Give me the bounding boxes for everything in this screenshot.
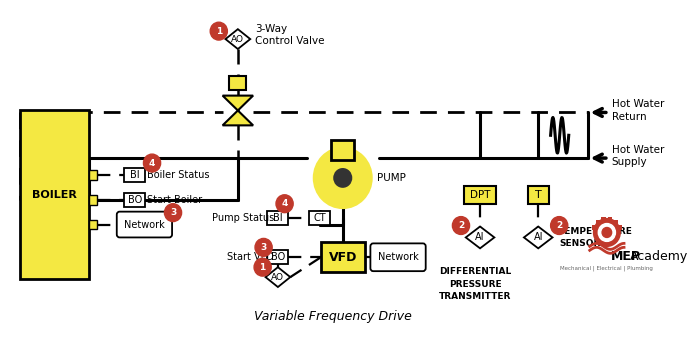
Text: DPT: DPT (470, 190, 490, 200)
FancyBboxPatch shape (267, 250, 288, 264)
Text: AI: AI (475, 233, 485, 242)
FancyBboxPatch shape (20, 111, 89, 279)
Text: Start VFD: Start VFD (227, 252, 274, 262)
Text: Hot Water
Supply: Hot Water Supply (612, 145, 664, 167)
FancyBboxPatch shape (89, 220, 97, 230)
Text: 2: 2 (556, 221, 562, 230)
Polygon shape (466, 226, 494, 248)
FancyBboxPatch shape (370, 243, 426, 271)
Text: BO: BO (271, 252, 285, 262)
Text: Variable Frequency Drive: Variable Frequency Drive (254, 310, 412, 323)
Circle shape (602, 227, 612, 237)
Text: 4: 4 (149, 159, 155, 168)
FancyBboxPatch shape (596, 220, 601, 225)
Text: Academy: Academy (630, 250, 688, 263)
Circle shape (164, 204, 182, 222)
Text: 2: 2 (458, 221, 464, 230)
Polygon shape (226, 29, 251, 49)
Polygon shape (223, 96, 253, 111)
Text: PUMP: PUMP (377, 173, 406, 183)
Text: 4: 4 (281, 199, 287, 208)
Circle shape (551, 217, 568, 235)
FancyBboxPatch shape (321, 242, 365, 272)
Text: 3: 3 (170, 208, 176, 217)
Text: Boiler Status: Boiler Status (148, 170, 209, 180)
Circle shape (255, 238, 272, 256)
Polygon shape (524, 226, 553, 248)
Text: AO: AO (231, 34, 244, 44)
Text: BI: BI (273, 213, 283, 223)
FancyBboxPatch shape (229, 76, 246, 90)
FancyBboxPatch shape (117, 212, 172, 237)
Circle shape (210, 22, 228, 40)
FancyBboxPatch shape (125, 168, 145, 182)
Text: Start Boiler: Start Boiler (148, 195, 203, 205)
Text: 1: 1 (260, 263, 266, 272)
FancyBboxPatch shape (464, 186, 496, 204)
Circle shape (599, 223, 615, 241)
Text: AI: AI (533, 233, 543, 242)
Polygon shape (223, 111, 253, 125)
Text: DIFFERENTIAL
PRESSURE
TRANSMITTER: DIFFERENTIAL PRESSURE TRANSMITTER (439, 267, 512, 301)
Circle shape (276, 195, 293, 213)
FancyBboxPatch shape (528, 186, 548, 204)
Text: 3: 3 (260, 243, 267, 252)
FancyBboxPatch shape (89, 170, 97, 180)
Text: 3-Way
Control Valve: 3-Way Control Valve (255, 24, 324, 46)
Text: Pump Status: Pump Status (212, 213, 274, 223)
FancyBboxPatch shape (601, 217, 606, 221)
Text: MEP: MEP (610, 250, 641, 263)
Circle shape (452, 217, 470, 235)
FancyBboxPatch shape (592, 225, 596, 230)
Text: Network: Network (378, 252, 418, 262)
Text: AO: AO (271, 273, 285, 282)
FancyBboxPatch shape (89, 195, 97, 205)
Circle shape (314, 148, 372, 208)
Circle shape (594, 219, 620, 246)
Polygon shape (265, 267, 290, 287)
Text: 1: 1 (216, 27, 222, 35)
Text: CT: CT (314, 213, 326, 223)
Circle shape (333, 168, 352, 188)
FancyBboxPatch shape (125, 193, 145, 207)
Text: VFD: VFD (329, 251, 357, 264)
FancyBboxPatch shape (608, 217, 612, 221)
Circle shape (254, 258, 271, 276)
Text: BO: BO (128, 195, 142, 205)
Text: TEMPERATURE
SENSOR: TEMPERATURE SENSOR (559, 227, 633, 248)
Text: T: T (535, 190, 541, 200)
FancyBboxPatch shape (267, 211, 288, 224)
Text: BI: BI (130, 170, 140, 180)
FancyBboxPatch shape (617, 225, 622, 230)
Text: Network: Network (124, 220, 165, 230)
Text: Hot Water
Return: Hot Water Return (612, 99, 664, 122)
Text: Mechanical | Electrical | Plumbing: Mechanical | Electrical | Plumbing (560, 265, 654, 271)
Text: BOILER: BOILER (32, 190, 77, 200)
FancyBboxPatch shape (331, 140, 354, 160)
Circle shape (143, 154, 161, 172)
FancyBboxPatch shape (310, 211, 331, 224)
FancyBboxPatch shape (613, 220, 618, 225)
